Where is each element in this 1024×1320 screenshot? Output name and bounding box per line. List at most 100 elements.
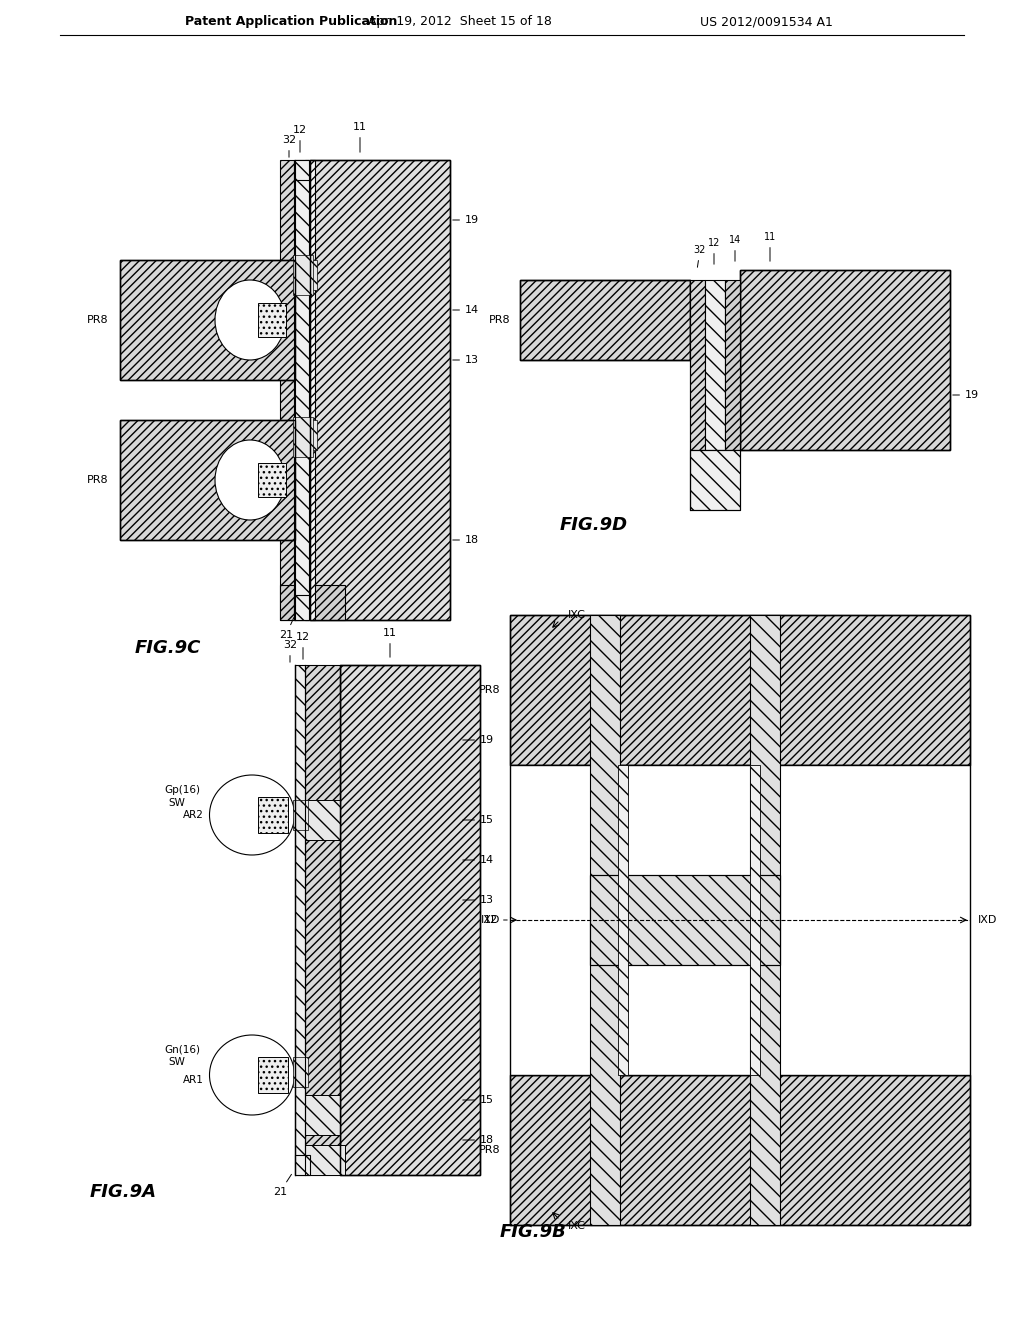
Bar <box>295 1155 310 1175</box>
Bar <box>305 665 340 1175</box>
Bar <box>258 797 288 833</box>
Text: FIG.9A: FIG.9A <box>90 1183 157 1201</box>
Text: 15: 15 <box>463 1096 494 1105</box>
Bar <box>305 1096 340 1135</box>
Text: AR2: AR2 <box>183 810 204 820</box>
Bar <box>280 585 345 620</box>
Bar <box>510 766 970 1074</box>
Text: IXD: IXD <box>480 915 500 925</box>
Bar <box>310 160 450 620</box>
Bar <box>510 1074 970 1225</box>
Bar <box>294 595 309 620</box>
Text: 19: 19 <box>453 215 479 224</box>
Ellipse shape <box>215 440 285 520</box>
Text: FIG.9D: FIG.9D <box>560 516 628 535</box>
Text: 14: 14 <box>729 235 741 261</box>
Bar <box>258 1057 288 1093</box>
Text: 11: 11 <box>383 628 397 657</box>
Text: PR8: PR8 <box>478 685 500 696</box>
Text: 15: 15 <box>463 814 494 825</box>
Text: 32: 32 <box>283 640 297 663</box>
Bar <box>295 665 305 1175</box>
Bar <box>590 875 780 965</box>
Text: FIG.9B: FIG.9B <box>500 1224 567 1241</box>
Text: PR8: PR8 <box>488 315 510 325</box>
Text: 21: 21 <box>279 618 294 640</box>
Bar <box>293 255 313 294</box>
Text: FIG.9C: FIG.9C <box>135 639 202 657</box>
Bar <box>310 160 450 620</box>
Text: 13: 13 <box>463 895 494 906</box>
Bar <box>590 615 620 1225</box>
Text: 19: 19 <box>463 735 495 744</box>
Text: 12: 12 <box>708 238 720 264</box>
Text: 18: 18 <box>463 1135 495 1144</box>
Bar <box>618 766 628 1074</box>
Bar <box>120 420 295 540</box>
Bar <box>740 271 950 450</box>
Bar <box>520 280 690 360</box>
Bar <box>120 260 295 380</box>
Text: 12: 12 <box>484 915 507 925</box>
Bar <box>305 260 317 290</box>
Bar <box>510 615 970 766</box>
Bar <box>740 271 950 450</box>
Bar <box>294 160 309 180</box>
Bar <box>120 260 295 380</box>
Bar <box>293 800 308 830</box>
Text: 14: 14 <box>453 305 479 315</box>
Text: 11: 11 <box>353 121 367 152</box>
Bar <box>725 280 740 450</box>
Text: US 2012/0091534 A1: US 2012/0091534 A1 <box>700 16 833 29</box>
Bar <box>305 800 340 840</box>
Bar <box>295 1144 345 1175</box>
Bar <box>293 1057 308 1086</box>
Text: PR8: PR8 <box>478 1144 500 1155</box>
Bar <box>590 875 780 965</box>
Bar <box>510 615 970 766</box>
Text: 21: 21 <box>273 1175 292 1197</box>
Text: 18: 18 <box>453 535 479 545</box>
Bar <box>340 665 480 1175</box>
Bar <box>120 420 295 540</box>
Bar <box>340 665 480 1175</box>
Ellipse shape <box>210 775 295 855</box>
Bar <box>293 417 313 457</box>
Bar <box>280 160 310 620</box>
Text: 32: 32 <box>282 135 296 157</box>
Bar <box>294 160 309 620</box>
Bar <box>305 160 315 620</box>
Bar <box>520 280 690 360</box>
Text: 32: 32 <box>694 246 707 267</box>
Text: SW: SW <box>168 799 185 808</box>
Bar <box>258 463 286 498</box>
Bar <box>750 615 780 1225</box>
Text: AR1: AR1 <box>183 1074 204 1085</box>
Bar <box>305 420 317 450</box>
Text: PR8: PR8 <box>86 475 108 484</box>
Text: Patent Application Publication: Patent Application Publication <box>185 16 397 29</box>
Text: IXD: IXD <box>978 915 997 925</box>
Text: IXC: IXC <box>568 1221 586 1232</box>
Text: 14: 14 <box>463 855 495 865</box>
Text: Gp(16): Gp(16) <box>164 785 200 795</box>
Ellipse shape <box>210 1035 295 1115</box>
Ellipse shape <box>215 280 285 360</box>
Bar <box>750 766 760 1074</box>
Bar <box>690 450 740 510</box>
Bar <box>510 1074 970 1225</box>
Text: SW: SW <box>168 1057 185 1067</box>
Bar <box>690 280 705 450</box>
Bar <box>705 280 725 450</box>
Bar <box>690 450 740 510</box>
Text: Apr. 19, 2012  Sheet 15 of 18: Apr. 19, 2012 Sheet 15 of 18 <box>368 16 552 29</box>
Text: 19: 19 <box>952 389 979 400</box>
Text: Gn(16): Gn(16) <box>164 1045 200 1055</box>
Text: IXC: IXC <box>568 610 586 620</box>
Text: 11: 11 <box>764 232 776 261</box>
Text: 12: 12 <box>293 125 307 152</box>
Bar <box>258 304 286 337</box>
Text: 13: 13 <box>453 355 479 366</box>
Text: PR8: PR8 <box>86 315 108 325</box>
Text: 12: 12 <box>296 632 310 659</box>
